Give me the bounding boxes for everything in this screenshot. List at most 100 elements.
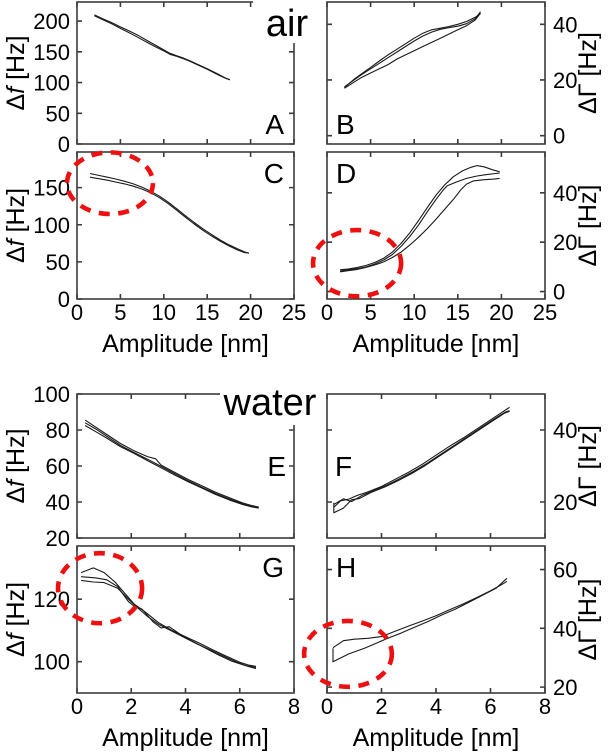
panel-D-series-2 [340,177,500,273]
section-title-water: water [223,382,317,424]
panel-C-letter: C [264,158,284,189]
panel-G-xtick-0: 0 [71,694,83,719]
panel-D-series-1 [340,172,500,272]
panel-H-ytick-2: 60 [553,558,577,583]
panel-C-xtick-5: 25 [282,300,306,325]
panel-G-series-1 [81,579,257,670]
panel-D-series-0 [340,165,500,271]
panel-G-series-0 [80,567,257,667]
panel-G-tick-marks [76,546,295,693]
panel-B-series-1 [344,11,481,88]
panel-B-frame [326,1,546,145]
panel-H-xtick-2: 4 [430,694,442,719]
panel-D-ytick-2: 40 [553,181,577,206]
panel-C-ytick-1: 50 [46,250,70,275]
panel-H-series-0 [332,580,508,649]
panel-E-ytick-4: 100 [33,382,70,407]
panel-E-yaxis-label: Δf [Hz] [2,428,30,503]
panel-B-series-2 [344,13,481,88]
panel-A-ytick-2: 100 [33,71,70,96]
panel-A-ytick-4: 200 [33,9,70,34]
panel-C-xtick-0: 0 [71,300,83,325]
panel-C-xtick-2: 10 [152,300,176,325]
panel-A-yaxis-label: Δf [Hz] [2,35,30,110]
panel-H-xtick-3: 6 [484,694,496,719]
panel-A-series-1 [94,15,230,81]
panel-C-ytick-2: 100 [33,213,70,238]
panel-G-xtick-3: 6 [234,694,246,719]
panel-C-ytick-3: 150 [33,176,70,201]
panel-C-series-0 [89,172,250,254]
panel-C-xtick-1: 5 [114,300,126,325]
panel-A-frame [76,1,295,145]
panel-A-letter: A [265,109,284,140]
panel-D-xtick-5: 25 [533,300,557,325]
panel-G-ytick-0: 100 [33,650,70,675]
panel-G-annotation-ellipse [55,550,145,626]
panel-G-xtick-1: 2 [125,694,137,719]
panel-E-ytick-0: 20 [46,526,70,551]
panel-H-xtick-1: 2 [375,694,387,719]
panel-E-series-2 [84,425,259,509]
panel-D-xtick-3: 15 [446,300,470,325]
panel-D-xtick-1: 5 [364,300,376,325]
panel-G-letter: G [262,552,284,583]
panel-E-series-0 [84,419,259,508]
panel-B-ytick-0: 0 [553,124,565,149]
section-title-air: air [266,3,309,45]
panel-C-ytick-0: 0 [58,287,70,312]
panel-F-series-2 [333,410,510,505]
panel-F-series-0 [333,406,510,508]
panel-E-tick-marks [76,393,295,539]
panel-B-yaxis-label: ΔΓ [Hz] [574,32,602,114]
panel-H-series-1 [332,577,508,663]
panel-H-tick-marks [326,546,546,693]
section-title-water-bg [220,383,320,425]
panel-F-tick-marks [326,394,546,538]
panel-A-ytick-0: 0 [58,132,70,157]
panel-B-letter: B [336,109,355,140]
panel-E-series-1 [84,422,259,509]
panel-D-xaxis-label: Amplitude [nm] [353,330,520,358]
panel-D-ytick-1: 20 [553,230,577,255]
panel-A-ytick-1: 50 [46,101,70,126]
panel-H-xaxis-label: Amplitude [nm] [353,724,520,752]
panel-C-xtick-3: 15 [195,300,219,325]
panel-H-ytick-0: 20 [553,675,577,700]
panel-C-xtick-4: 20 [238,300,262,325]
panel-E-ytick-1: 40 [46,490,70,515]
panel-F-letter: F [335,451,352,482]
panel-D-letter: D [336,158,356,189]
panel-C-series-1 [89,176,249,254]
panel-D-xtick-2: 10 [402,300,426,325]
section-title-air-group: air [253,0,323,45]
panel-H-letter: H [336,552,356,583]
section-title-air-bg [253,0,323,43]
panel-C-tick-marks [76,152,295,300]
panel-G-xtick-2: 4 [179,694,191,719]
panel-E-letter: E [267,451,286,482]
panel-F-series-1 [333,410,510,514]
panel-G-yaxis-label: Δf [Hz] [2,582,30,657]
panel-A-ytick-3: 150 [33,40,70,65]
panel-B-series-0 [344,12,481,89]
panel-D-yaxis-label: ΔΓ [Hz] [574,185,602,267]
panel-D-xtick-0: 0 [321,300,333,325]
panel-D-ytick-0: 0 [553,280,565,305]
panel-E-ytick-2: 60 [46,454,70,479]
panel-B-tick-marks [326,2,546,144]
panel-D-annotation-ellipse [310,227,404,299]
panel-D-frame [326,151,546,300]
panel-D-tick-marks [326,152,546,299]
panel-F-ytick-0: 20 [553,490,577,515]
panel-C-xaxis-label: Amplitude [nm] [102,330,269,358]
panel-H-xtick-0: 0 [321,694,333,719]
panel-A-tick-marks [76,2,295,145]
